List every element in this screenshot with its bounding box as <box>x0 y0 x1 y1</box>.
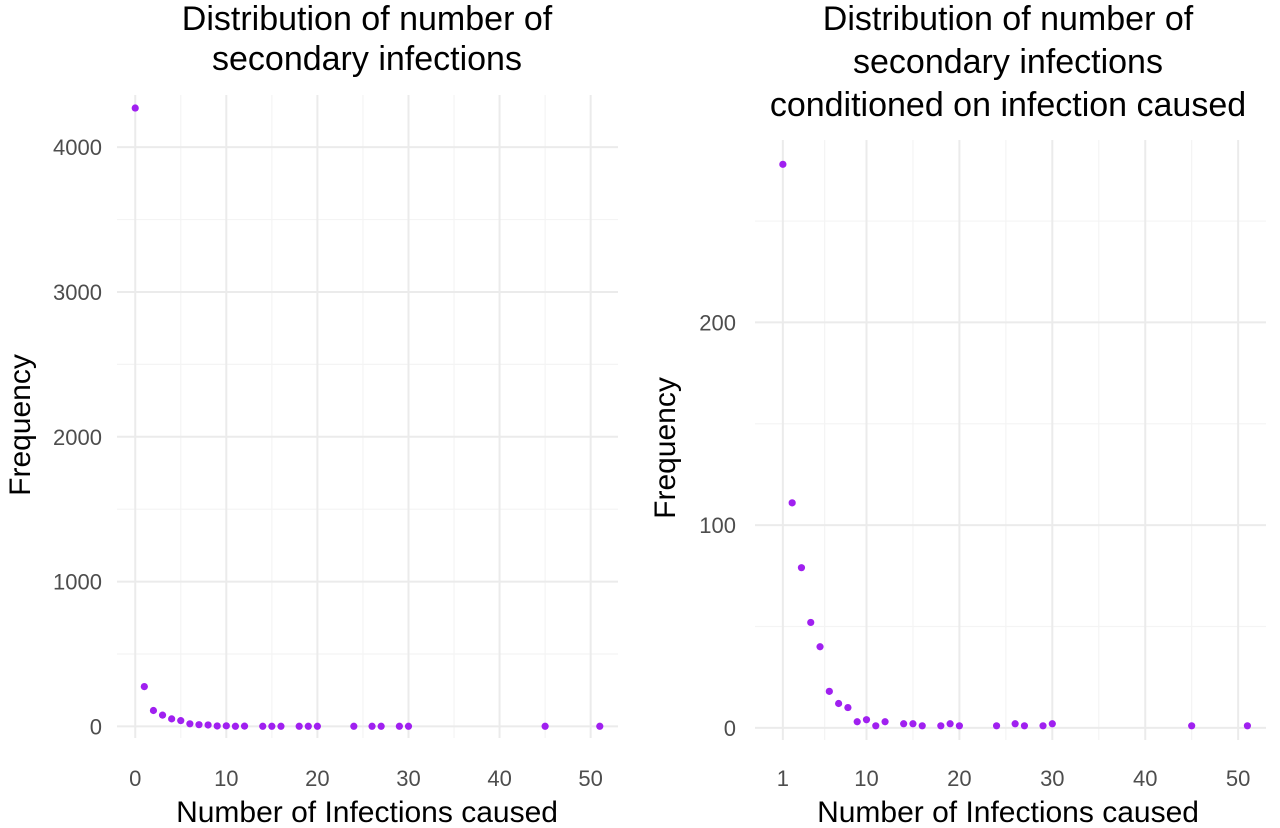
left-chart-title-line: Distribution of number of <box>182 0 553 38</box>
left-x-axis-label: Number of Infections caused <box>176 796 558 828</box>
right-y-tick-label: 0 <box>724 716 736 741</box>
left-data-point <box>158 711 167 719</box>
left-data-point <box>295 722 303 730</box>
left-data-point <box>404 722 413 730</box>
left-y-tick-label: 4000 <box>53 135 102 160</box>
left-data-point <box>304 722 312 730</box>
left-data-point <box>177 717 185 725</box>
left-data-point <box>195 721 203 729</box>
right-data-point <box>816 643 824 651</box>
left-data-point <box>377 722 385 730</box>
right-data-point <box>1243 722 1252 730</box>
right-data-point <box>1039 722 1047 730</box>
left-x-tick-label: 40 <box>487 766 511 791</box>
left-data-point <box>213 722 221 730</box>
right-y-tick-label: 100 <box>699 513 736 538</box>
left-data-point <box>231 722 240 730</box>
right-data-point <box>835 699 843 708</box>
right-data-point <box>955 722 964 730</box>
right-data-point <box>872 722 880 730</box>
left-x-tick-label: 30 <box>396 766 420 791</box>
right-chart-title-line: Distribution of number of <box>823 0 1194 38</box>
left-y-tick-label: 3000 <box>53 280 102 305</box>
right-x-tick-label: 20 <box>947 766 971 791</box>
right-data-point <box>844 703 852 712</box>
left-data-point <box>140 682 148 691</box>
right-data-point <box>797 564 806 572</box>
right-chart-title-line: secondary infections <box>853 43 1163 81</box>
right-x-tick-label: 50 <box>1226 766 1250 791</box>
left-data-point <box>277 722 285 730</box>
left-data-point <box>168 715 176 723</box>
right-data-point <box>788 499 796 507</box>
right-data-point <box>909 720 917 728</box>
left-chart-panel: 0 1000 2000 3000 4000 0 10 20 30 40 50 Distribution… <box>4 0 618 828</box>
right-x-tick-label: 10 <box>854 766 878 791</box>
right-data-point <box>779 160 787 168</box>
right-data-point <box>1011 720 1019 728</box>
right-data-point <box>1048 720 1056 728</box>
right-data-point <box>946 720 954 728</box>
right-data-point <box>853 718 861 726</box>
left-data-point <box>395 722 403 730</box>
right-data-point <box>1188 722 1196 730</box>
right-y-axis-label: Frequency <box>649 377 682 519</box>
right-data-point <box>881 718 889 726</box>
right-data-point <box>825 687 833 695</box>
right-chart-title-line: conditioned on infection caused <box>770 86 1246 124</box>
left-y-tick-label: 0 <box>90 714 102 739</box>
right-data-point <box>992 722 1001 730</box>
right-data-point <box>807 618 815 627</box>
left-data-point <box>368 722 376 730</box>
left-data-point <box>186 720 194 728</box>
left-x-tick-label: 10 <box>214 766 238 791</box>
left-data-point <box>268 722 276 730</box>
right-y-tick-label: 200 <box>699 310 736 335</box>
right-x-axis-label: Number of Infections caused <box>817 796 1199 828</box>
left-x-tick-label: 0 <box>129 766 141 791</box>
right-data-point <box>900 720 908 728</box>
left-y-tick-label: 2000 <box>53 425 102 450</box>
left-data-point <box>222 722 230 730</box>
left-data-point <box>131 104 139 112</box>
left-data-point <box>240 722 249 730</box>
left-data-point <box>204 721 212 729</box>
right-data-point <box>862 716 871 724</box>
left-y-tick-label: 1000 <box>53 570 102 595</box>
right-x-tick-label: 30 <box>1040 766 1064 791</box>
left-x-tick-label: 50 <box>578 766 602 791</box>
left-data-point <box>541 722 549 730</box>
left-chart-title-line: secondary infections <box>212 40 522 78</box>
right-x-tick-label: 1 <box>777 766 789 791</box>
right-data-point <box>918 722 926 730</box>
right-data-point <box>1020 722 1029 730</box>
left-data-point <box>313 722 321 730</box>
left-data-point <box>259 722 267 730</box>
left-x-tick-label: 20 <box>305 766 329 791</box>
left-y-axis-label: Frequency <box>4 354 37 496</box>
left-data-point <box>350 722 358 730</box>
right-x-tick-label: 40 <box>1133 766 1157 791</box>
left-data-point <box>596 722 604 730</box>
left-data-point <box>149 706 158 715</box>
right-data-point <box>937 722 945 730</box>
